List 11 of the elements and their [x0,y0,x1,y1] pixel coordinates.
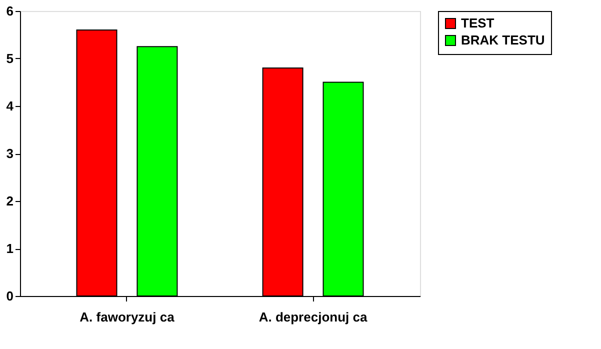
y-tick-label: 3 [6,146,14,161]
legend-label: BRAK TESTU [461,32,545,48]
y-tick-label: 0 [6,288,14,304]
x-tick-label: A. deprecjonuj ca [258,310,368,324]
y-tick-label: 2 [6,194,14,208]
y-tick-label: 5 [6,51,14,66]
y-tick-label: 4 [6,98,14,114]
legend-label: TEST [461,16,494,30]
y-tick-label: 6 [6,4,14,18]
y-tick-label: 1 [6,241,14,256]
x-tick-label: A. faworyzuj ca [80,310,176,324]
